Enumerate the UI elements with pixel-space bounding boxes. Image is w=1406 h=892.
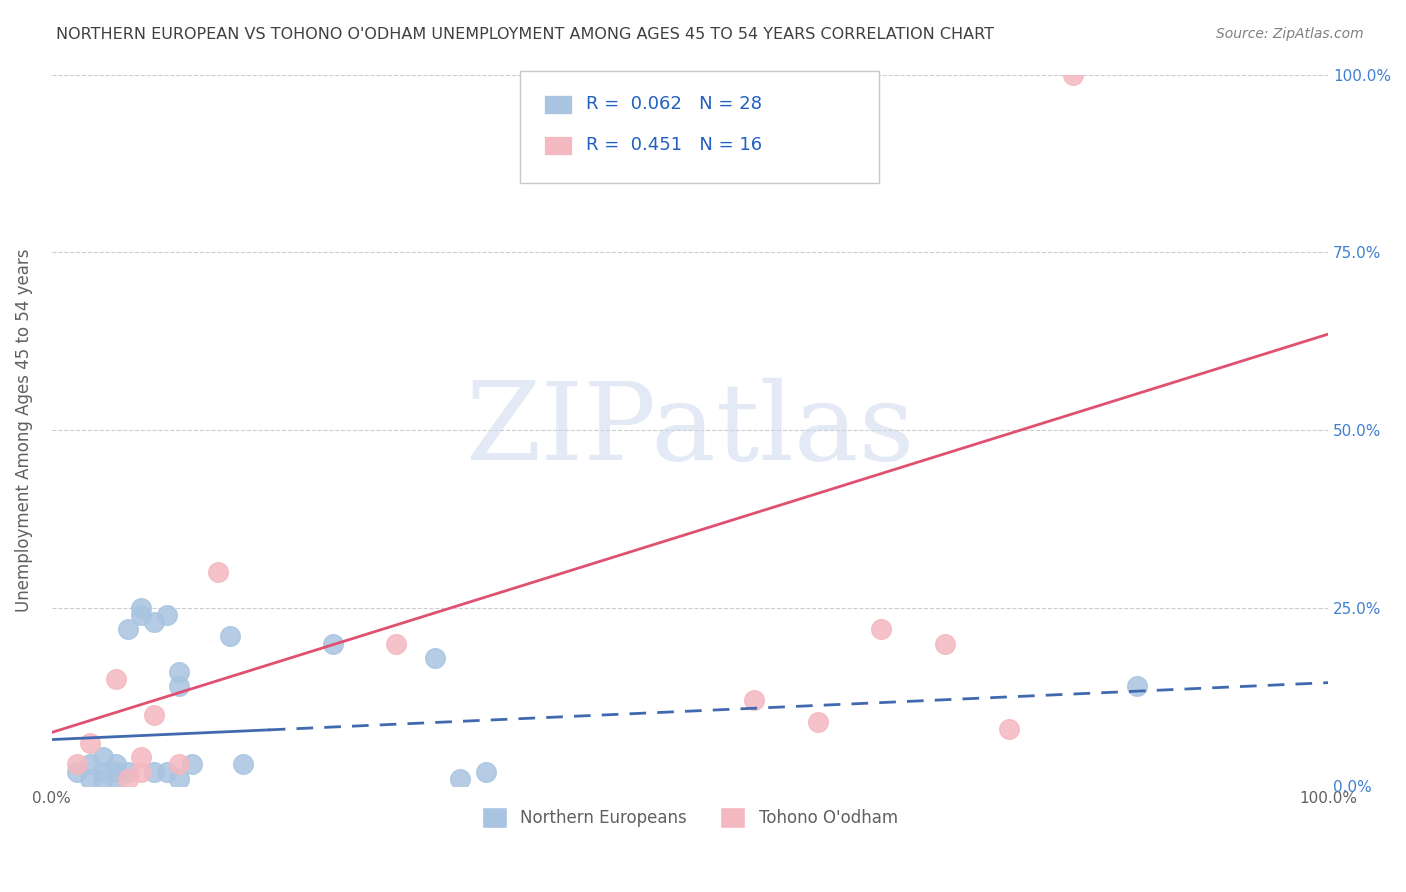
Point	[385, 636, 408, 650]
Point	[66, 764, 89, 779]
Point	[232, 757, 254, 772]
Point	[219, 629, 242, 643]
Point	[169, 679, 191, 693]
Point	[66, 757, 89, 772]
Point	[742, 693, 765, 707]
Point	[169, 757, 191, 772]
Point	[91, 772, 114, 786]
Point	[91, 764, 114, 779]
Point	[169, 772, 191, 786]
Text: Source: ZipAtlas.com: Source: ZipAtlas.com	[1216, 27, 1364, 41]
Point	[934, 636, 956, 650]
Point	[129, 750, 152, 764]
Point	[142, 764, 165, 779]
Point	[156, 764, 179, 779]
Point	[322, 636, 344, 650]
Point	[129, 601, 152, 615]
Text: R =  0.062   N = 28: R = 0.062 N = 28	[586, 95, 762, 113]
Point	[129, 764, 152, 779]
Point	[142, 615, 165, 630]
Point	[870, 623, 893, 637]
Point	[181, 757, 204, 772]
Text: R =  0.451   N = 16: R = 0.451 N = 16	[586, 136, 762, 154]
Legend: Northern Europeans, Tohono O'odham: Northern Europeans, Tohono O'odham	[475, 801, 904, 834]
Point	[104, 772, 127, 786]
Point	[449, 772, 471, 786]
Point	[104, 764, 127, 779]
Point	[156, 608, 179, 623]
Point	[998, 722, 1021, 736]
Point	[79, 757, 101, 772]
Point	[79, 736, 101, 750]
Point	[142, 707, 165, 722]
Point	[474, 764, 496, 779]
Point	[129, 608, 152, 623]
Point	[104, 672, 127, 686]
Text: ZIPatlas: ZIPatlas	[465, 377, 914, 483]
Y-axis label: Unemployment Among Ages 45 to 54 years: Unemployment Among Ages 45 to 54 years	[15, 248, 32, 612]
Point	[79, 772, 101, 786]
Text: NORTHERN EUROPEAN VS TOHONO O'ODHAM UNEMPLOYMENT AMONG AGES 45 TO 54 YEARS CORRE: NORTHERN EUROPEAN VS TOHONO O'ODHAM UNEM…	[56, 27, 994, 42]
Point	[91, 750, 114, 764]
Point	[169, 665, 191, 679]
Point	[104, 757, 127, 772]
Point	[423, 650, 446, 665]
Point	[117, 772, 139, 786]
Point	[117, 623, 139, 637]
Point	[806, 714, 828, 729]
Point	[207, 566, 229, 580]
Point	[1062, 68, 1084, 82]
Point	[117, 764, 139, 779]
Point	[1125, 679, 1147, 693]
